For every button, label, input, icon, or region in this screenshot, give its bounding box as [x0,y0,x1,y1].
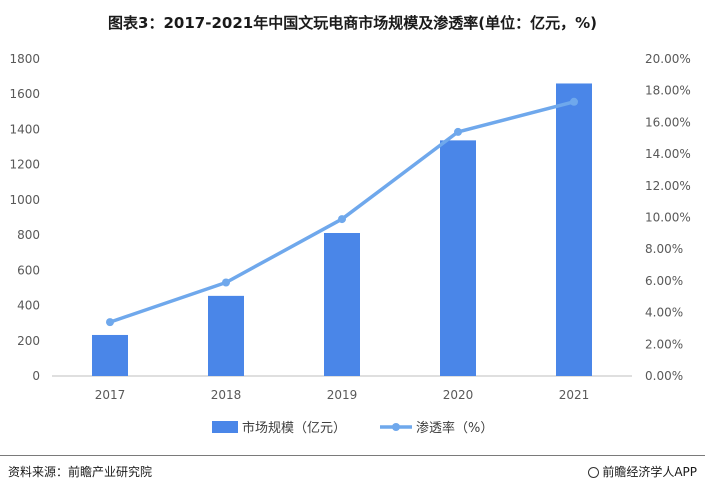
bar-2019 [324,232,360,376]
left-tick-label: 0 [32,369,40,383]
left-tick-label: 200 [17,334,40,348]
left-tick-label: 1800 [9,52,40,66]
left-axis-ticks: 0 200 400 600 800 1000 1200 1400 1600 1800 [9,52,40,383]
bar-2021 [556,83,592,377]
legend: 市场规模（亿元） 渗透率（%） [212,420,493,436]
x-tick-label: 2017 [95,388,126,402]
left-tick-label: 1000 [9,193,40,207]
bar-2020 [440,140,476,376]
brand-credit: 前瞻经济学人APP [588,463,697,480]
right-tick-label: 16.00% [645,115,691,129]
combo-chart: 0 200 400 600 800 1000 1200 1400 1600 1800 0.00% 2… [9,52,691,436]
footer-divider [0,455,705,456]
right-tick-label: 8.00% [645,242,683,256]
legend-line-label: 渗透率（%） [416,420,493,436]
x-axis-ticks: 2017 2018 2019 2020 2021 [95,388,590,402]
right-tick-label: 6.00% [645,274,683,288]
legend-bar-label: 市场规模（亿元） [242,420,346,436]
bar-2018 [208,295,244,376]
right-tick-label: 20.00% [645,52,691,66]
right-tick-label: 12.00% [645,179,691,193]
line-point-2019 [338,215,346,224]
line-point-2020 [454,127,462,136]
line-point-2021 [570,97,578,106]
x-tick-label: 2021 [559,388,590,402]
brand-logo-icon [588,467,600,478]
right-tick-label: 2.00% [645,337,683,351]
left-tick-label: 600 [17,263,40,277]
legend-line-marker [392,423,400,431]
right-tick-label: 0.00% [645,369,683,383]
left-tick-label: 400 [17,299,40,313]
line-point-2017 [106,318,114,327]
left-tick-label: 1400 [9,122,40,136]
x-tick-label: 2018 [211,388,242,402]
right-axis-ticks: 0.00% 2.00% 4.00% 6.00% 8.00% 10.00% 12.00% 14.… [645,52,691,383]
bar-series [92,83,592,377]
left-tick-label: 800 [17,228,40,242]
right-tick-label: 10.00% [645,211,691,225]
x-tick-label: 2020 [443,388,474,402]
left-tick-label: 1200 [9,158,40,172]
right-tick-label: 14.00% [645,147,691,161]
right-tick-label: 4.00% [645,306,683,320]
chart-title: 图表3：2017-2021年中国文玩电商市场规模及渗透率(单位：亿元，%) [108,14,597,32]
legend-bar-swatch [212,421,238,433]
brand-text: 前瞻经济学人APP [602,465,697,479]
left-tick-label: 1600 [9,87,40,101]
source-note: 资料来源：前瞻产业研究院 [8,465,153,479]
line-series [106,97,578,327]
right-tick-label: 18.00% [645,84,691,98]
x-tick-label: 2019 [327,388,358,402]
bar-2017 [92,334,128,376]
line-point-2018 [222,278,230,287]
